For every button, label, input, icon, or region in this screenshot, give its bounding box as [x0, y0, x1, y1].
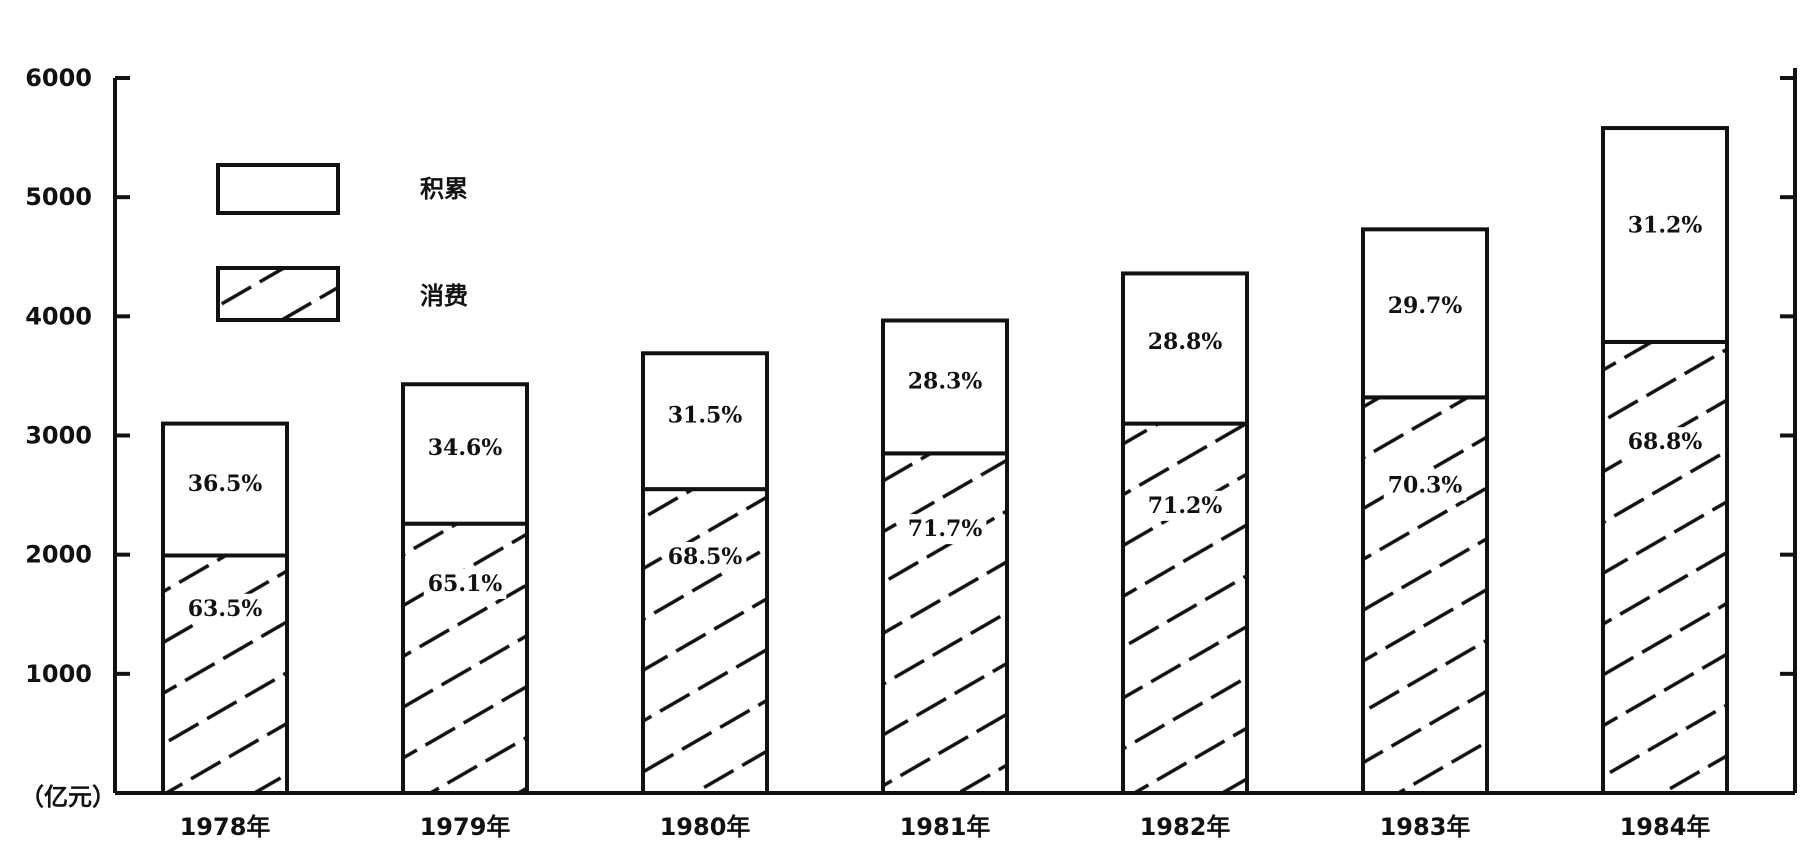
data-label-consumption: 71.7%	[908, 516, 983, 542]
y-tick-label: 4000	[25, 302, 92, 330]
data-label-backing	[1383, 470, 1467, 501]
data-label-accumulation: 28.8%	[1148, 329, 1223, 355]
data-label-consumption: 68.8%	[1628, 429, 1703, 455]
bar-accumulation	[1601, 126, 1729, 344]
bar-consumption	[1121, 421, 1249, 795]
data-label-consumption: 71.2%	[1148, 493, 1223, 519]
data-label-accumulation: 31.5%	[668, 402, 743, 428]
legend-label-accumulation: 积累	[420, 174, 468, 203]
data-label-consumption: 63.5%	[188, 596, 263, 622]
data-label-accumulation: 28.3%	[908, 368, 983, 394]
bar-consumption	[1601, 339, 1729, 795]
bar-consumption	[1361, 395, 1489, 795]
x-tick-label: 1979年	[420, 813, 511, 841]
data-label-backing	[423, 568, 507, 599]
legend-label-consumption: 消费	[420, 281, 468, 310]
data-label-backing	[183, 593, 267, 624]
x-tick-label: 1982年	[1140, 813, 1231, 841]
bar-accumulation	[881, 318, 1009, 456]
data-label-accumulation: 36.5%	[188, 471, 263, 497]
bar-accumulation	[1121, 271, 1249, 426]
bar-consumption	[881, 451, 1009, 795]
data-label-accumulation: 29.7%	[1388, 293, 1463, 319]
legend-swatch-accumulation	[216, 163, 340, 215]
data-label-consumption: 68.5%	[668, 544, 743, 570]
data-label-backing	[1623, 427, 1707, 458]
y-tick-label: 6000	[25, 64, 92, 92]
x-tick-label: 1978年	[180, 813, 271, 841]
data-label-consumption: 70.3%	[1388, 472, 1463, 498]
x-labels: 1978年 1979年 1980年 1981年 1982年 1983年 1984年	[180, 813, 1711, 841]
y-tick-label: 3000	[25, 422, 92, 450]
y-tick-label: 2000	[25, 541, 92, 569]
bar-accumulation	[1361, 227, 1489, 400]
bar-consumption	[161, 553, 289, 796]
data-label-consumption: 65.1%	[428, 571, 503, 597]
data-label-backing	[663, 541, 747, 572]
data-label-backing	[903, 514, 987, 545]
data-label-accumulation: 31.2%	[1628, 212, 1703, 238]
bar-consumption	[641, 487, 769, 795]
legend-swatch-consumption	[216, 266, 340, 322]
y-tick-label: 5000	[25, 183, 92, 211]
bars: 63.5% 36.5% 65.1% 34.6% 68.5% 31.5% 71.7% 28.3%…	[161, 126, 1729, 796]
bar-accumulation	[401, 382, 529, 526]
bar-accumulation	[641, 351, 769, 492]
y-unit-label: （亿元）	[20, 783, 116, 811]
x-tick-label: 1981年	[900, 813, 991, 841]
y-tick-label: 1000	[25, 660, 92, 688]
bar-consumption	[401, 521, 529, 796]
data-label-backing	[1143, 490, 1227, 521]
legend: 积累 消费	[216, 163, 468, 322]
x-tick-label: 1983年	[1380, 813, 1471, 841]
y-ticks: 1000 2000 3000 4000 5000 6000	[25, 64, 1795, 688]
x-tick-label: 1980年	[660, 813, 751, 841]
bar-accumulation	[161, 421, 289, 558]
data-label-accumulation: 34.6%	[428, 435, 503, 461]
x-tick-label: 1984年	[1620, 813, 1711, 841]
